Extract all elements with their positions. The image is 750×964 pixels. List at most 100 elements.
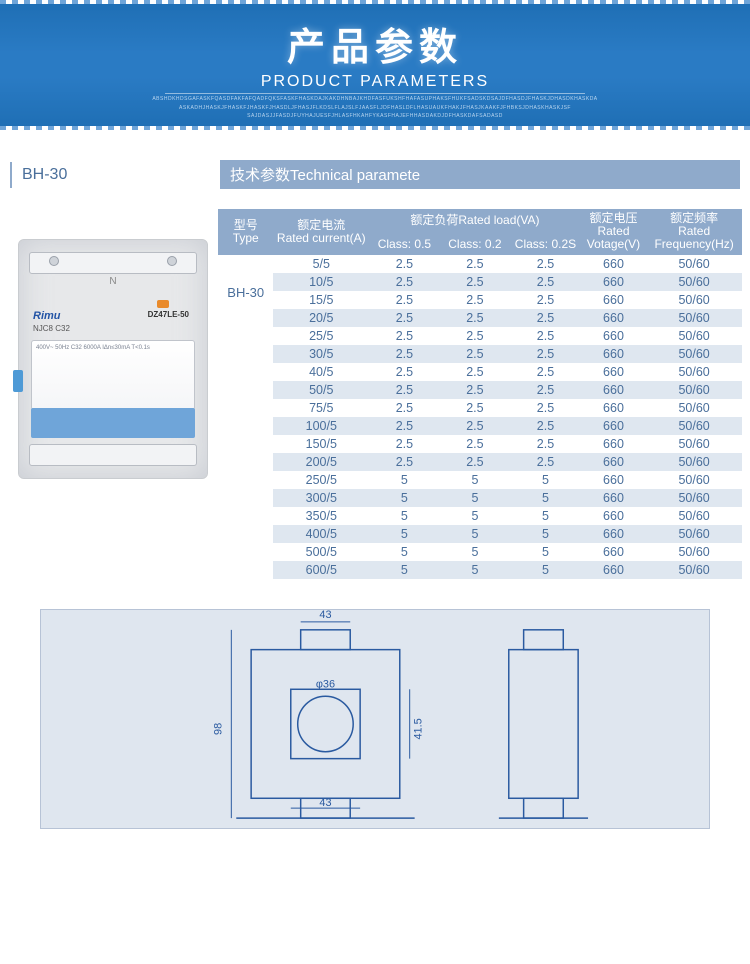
th-type: 型号Type bbox=[218, 209, 273, 255]
cell-v: 660 bbox=[581, 543, 647, 561]
cell-current: 25/5 bbox=[273, 327, 369, 345]
banner-sub2: ASKADHJHASKJFHASKFJHASKFJHASDLJFHASJFLKD… bbox=[179, 105, 571, 112]
cell-current: 150/5 bbox=[273, 435, 369, 453]
cell-c02s: 5 bbox=[510, 525, 581, 543]
section-bar: BH-30 技术参数Technical paramete bbox=[10, 160, 740, 189]
cell-current: 100/5 bbox=[273, 417, 369, 435]
cell-c05: 5 bbox=[369, 507, 440, 525]
cell-f: 50/60 bbox=[646, 561, 742, 579]
cell-c05: 2.5 bbox=[369, 255, 440, 273]
table-row: 15/52.52.52.566050/60 bbox=[218, 291, 742, 309]
cell-c02s: 2.5 bbox=[510, 417, 581, 435]
cell-c02: 5 bbox=[440, 561, 511, 579]
cell-v: 660 bbox=[581, 435, 647, 453]
cell-f: 50/60 bbox=[646, 327, 742, 345]
cell-v: 660 bbox=[581, 363, 647, 381]
table-row: 100/52.52.52.566050/60 bbox=[218, 417, 742, 435]
table-row: 40/52.52.52.566050/60 bbox=[218, 363, 742, 381]
cell-f: 50/60 bbox=[646, 381, 742, 399]
cell-c02: 2.5 bbox=[440, 435, 511, 453]
cell-current: 300/5 bbox=[273, 489, 369, 507]
cell-c05: 2.5 bbox=[369, 435, 440, 453]
cell-c05: 5 bbox=[369, 561, 440, 579]
breaker-sub-model: NJC8 C32 bbox=[33, 324, 70, 333]
svg-text:43: 43 bbox=[319, 797, 331, 809]
th-rated-freq: 额定频率 Rated Frequency(Hz) bbox=[646, 209, 742, 255]
dimension-svg: 43 98 41.5 43 74.5 φ36 bbox=[41, 610, 709, 828]
cell-c05: 5 bbox=[369, 489, 440, 507]
cell-f: 50/60 bbox=[646, 363, 742, 381]
cell-current: 200/5 bbox=[273, 453, 369, 471]
banner-sub1: ABSHDKHDSGAFASKFQASDFAKFAFQADFQKSFASKFHA… bbox=[152, 96, 597, 103]
spec-table: 型号Type 额定电流Rated current(A) 额定负荷Rated lo… bbox=[218, 209, 742, 579]
table-row: 300/555566050/60 bbox=[218, 489, 742, 507]
cell-c02: 5 bbox=[440, 543, 511, 561]
cell-c02s: 2.5 bbox=[510, 327, 581, 345]
cell-c02: 2.5 bbox=[440, 255, 511, 273]
banner-title-cn: 产品参数 bbox=[287, 16, 463, 71]
cell-current: 350/5 bbox=[273, 507, 369, 525]
cell-c02: 5 bbox=[440, 471, 511, 489]
cell-current: 600/5 bbox=[273, 561, 369, 579]
cell-c05: 5 bbox=[369, 543, 440, 561]
banner-divider bbox=[165, 93, 585, 94]
table-row: 400/555566050/60 bbox=[218, 525, 742, 543]
cell-v: 660 bbox=[581, 453, 647, 471]
cell-c02: 2.5 bbox=[440, 273, 511, 291]
th-class-02: Class: 0.2 bbox=[440, 233, 511, 255]
cell-c02s: 2.5 bbox=[510, 399, 581, 417]
breaker-panel: 400V~ 50Hz C32 6000A IΔn≤30mA T<0.1s bbox=[31, 340, 195, 410]
cell-v: 660 bbox=[581, 291, 647, 309]
cell-c05: 2.5 bbox=[369, 381, 440, 399]
cell-c05: 2.5 bbox=[369, 345, 440, 363]
table-row: 350/555566050/60 bbox=[218, 507, 742, 525]
cell-f: 50/60 bbox=[646, 345, 742, 363]
table-row: 75/52.52.52.566050/60 bbox=[218, 399, 742, 417]
breaker-toggle bbox=[13, 370, 23, 392]
section-model: BH-30 bbox=[10, 162, 210, 188]
cell-current: 30/5 bbox=[273, 345, 369, 363]
table-row: 20/52.52.52.566050/60 bbox=[218, 309, 742, 327]
cell-c05: 2.5 bbox=[369, 363, 440, 381]
cell-c02s: 5 bbox=[510, 489, 581, 507]
cell-c02s: 2.5 bbox=[510, 345, 581, 363]
cell-f: 50/60 bbox=[646, 417, 742, 435]
cell-c02: 2.5 bbox=[440, 345, 511, 363]
cell-v: 660 bbox=[581, 345, 647, 363]
th-rated-current: 额定电流Rated current(A) bbox=[273, 209, 369, 255]
cell-c02s: 2.5 bbox=[510, 381, 581, 399]
cell-c02: 2.5 bbox=[440, 417, 511, 435]
cell-c02s: 2.5 bbox=[510, 255, 581, 273]
section-label: 技术参数Technical paramete bbox=[220, 160, 740, 189]
cell-c02s: 5 bbox=[510, 507, 581, 525]
th-rated-load: 额定负荷Rated load(VA) bbox=[369, 209, 581, 233]
cell-v: 660 bbox=[581, 471, 647, 489]
svg-text:φ36: φ36 bbox=[316, 678, 335, 690]
cell-v: 660 bbox=[581, 417, 647, 435]
cell-v: 660 bbox=[581, 255, 647, 273]
cell-c02: 2.5 bbox=[440, 381, 511, 399]
cell-c05: 5 bbox=[369, 471, 440, 489]
table-row: 10/52.52.52.566050/60 bbox=[218, 273, 742, 291]
cell-f: 50/60 bbox=[646, 453, 742, 471]
cell-c02s: 2.5 bbox=[510, 363, 581, 381]
cell-current: 250/5 bbox=[273, 471, 369, 489]
table-row: 30/52.52.52.566050/60 bbox=[218, 345, 742, 363]
breaker-illustration: N Rimu NJC8 C32 DZ47LE-50 400V~ 50Hz C32… bbox=[18, 239, 208, 479]
cell-current: 10/5 bbox=[273, 273, 369, 291]
banner-stripe-bottom bbox=[0, 126, 750, 130]
cell-c05: 2.5 bbox=[369, 309, 440, 327]
cell-f: 50/60 bbox=[646, 273, 742, 291]
table-row: 600/555566050/60 bbox=[218, 561, 742, 579]
cell-f: 50/60 bbox=[646, 471, 742, 489]
cell-c02: 5 bbox=[440, 507, 511, 525]
banner-main: 产品参数 PRODUCT PARAMETERS ABSHDKHDSGAFASKF… bbox=[0, 4, 750, 126]
table-row: 25/52.52.52.566050/60 bbox=[218, 327, 742, 345]
breaker-name: DZ47LE-50 bbox=[148, 310, 189, 319]
cell-current: 5/5 bbox=[273, 255, 369, 273]
cell-c02s: 2.5 bbox=[510, 273, 581, 291]
table-row: 200/52.52.52.566050/60 bbox=[218, 453, 742, 471]
cell-f: 50/60 bbox=[646, 309, 742, 327]
cell-c02: 5 bbox=[440, 489, 511, 507]
table-row: 500/555566050/60 bbox=[218, 543, 742, 561]
